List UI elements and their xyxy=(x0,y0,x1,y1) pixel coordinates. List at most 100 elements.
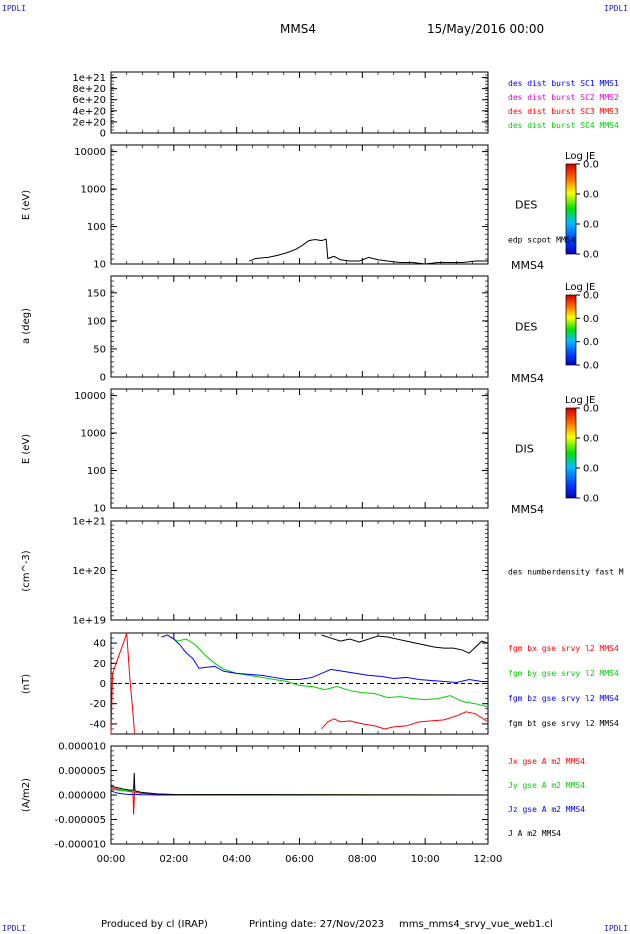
legend-entry: fgm bt gse srvy l2 MMS4 xyxy=(508,719,619,728)
y-tick-label: 50 xyxy=(93,344,106,355)
legend-entry: fgm bx gse srvy l2 MMS4 xyxy=(508,644,619,653)
x-tick-label: 06:00 xyxy=(285,854,314,865)
y-tick-label: 0 xyxy=(100,373,106,384)
y-tick-label: 4e+20 xyxy=(72,106,106,117)
y-tick-label: 0.000010 xyxy=(58,742,106,753)
legend-entry: fgm bz gse srvy l2 MMS4 xyxy=(508,694,619,703)
footer-printing-date: Printing date: 27/Nov/2023 xyxy=(249,919,385,930)
y-tick-label: 6e+20 xyxy=(72,95,106,106)
y-tick-label: 100 xyxy=(87,466,106,477)
series-line xyxy=(110,787,489,815)
y-axis-title: E (eV) xyxy=(21,190,32,220)
corner-label-bottom-right: IPDLI xyxy=(604,924,629,933)
instrument-label: DES xyxy=(515,199,537,212)
date-title: 15/May/2016 00:00 xyxy=(427,22,545,36)
panel-bottom-label: MMS4 xyxy=(511,372,544,385)
y-tick-label: 10 xyxy=(93,260,106,271)
legend-entry: Jx gse A m2 MMS4 xyxy=(508,757,585,766)
colorbar-tick-label: 0.0 xyxy=(583,314,599,325)
colorbar-4 xyxy=(565,407,577,499)
colorbar-tick-label: 0.0 xyxy=(583,434,599,445)
y-tick-label: 20 xyxy=(93,659,106,670)
legend-entry: des dist burst SC4 MMS4 xyxy=(508,121,619,130)
overlay-label: edp scpot MMS4 xyxy=(508,236,576,245)
y-tick-label: 2e+20 xyxy=(72,117,106,128)
series-line xyxy=(110,632,136,735)
colorbar-tick-label: 0.0 xyxy=(583,464,599,475)
legend-entry: des numberdensity fast M xyxy=(508,568,624,577)
series-line xyxy=(321,634,489,654)
legend-entry: des dist burst SC1 MMS1 xyxy=(508,79,619,88)
legend-entry: Jz gse A m2 MMS4 xyxy=(508,805,585,814)
panel-frame-4 xyxy=(110,388,489,509)
x-tick-label: 10:00 xyxy=(411,854,440,865)
y-tick-label: 1000 xyxy=(81,185,106,196)
colorbar-2 xyxy=(565,163,577,255)
panel-bottom-label: MMS4 xyxy=(511,259,544,272)
colorbar-title: Log JE xyxy=(565,151,595,162)
y-axis-title: (cm^-3) xyxy=(21,550,32,591)
series-line xyxy=(321,711,489,730)
colorbar-tick-label: 0.0 xyxy=(583,404,599,415)
y-tick-label: -20 xyxy=(90,699,106,710)
y-tick-label: 100 xyxy=(87,222,106,233)
panel-frame-2 xyxy=(110,144,489,265)
x-tick-label: 08:00 xyxy=(348,854,377,865)
x-tick-label: 02:00 xyxy=(159,854,188,865)
panel-frame-5 xyxy=(110,520,489,621)
x-tick-label: 00:00 xyxy=(97,854,126,865)
y-tick-label: 40 xyxy=(93,639,106,650)
y-tick-label: 1e+20 xyxy=(72,566,106,577)
legend-entry: des dist burst SC3 MMS3 xyxy=(508,107,619,116)
legend-entry: des dist burst SC2 MMS2 xyxy=(508,93,619,102)
y-tick-label: -0.000005 xyxy=(55,815,106,826)
spacecraft-title: MMS4 xyxy=(280,22,316,36)
y-tick-label: 8e+20 xyxy=(72,84,106,95)
colorbar-tick-label: 0.0 xyxy=(583,337,599,348)
scpot-line xyxy=(249,238,488,265)
instrument-label: DES xyxy=(515,321,537,334)
y-axis-title: (A/m2) xyxy=(21,778,32,812)
y-tick-label: 100 xyxy=(87,316,106,327)
y-tick-label: 1e+21 xyxy=(72,517,106,528)
legend-entry: fgm by gse srvy l2 MMS4 xyxy=(508,669,619,678)
footer-filename: mms_mms4_srvy_vue_web1.cl xyxy=(399,919,553,930)
y-axis-title: E (eV) xyxy=(21,434,32,464)
y-tick-label: 0 xyxy=(100,129,106,140)
legend-entry: J A m2 MMS4 xyxy=(508,829,561,838)
colorbar-tick-label: 0.0 xyxy=(583,361,599,372)
y-tick-label: 10000 xyxy=(74,391,106,402)
panel-frame-1 xyxy=(110,71,489,134)
colorbar-tick-label: 0.0 xyxy=(583,190,599,201)
colorbar-title: Log JE xyxy=(565,282,595,293)
corner-label-top-left: IPDLI xyxy=(2,4,27,13)
y-tick-label: 150 xyxy=(87,288,106,299)
y-tick-label: 1e+19 xyxy=(72,616,106,627)
y-tick-label: 1e+21 xyxy=(72,73,106,84)
x-tick-label: 12:00 xyxy=(474,854,503,865)
corner-label-top-right: IPDLI xyxy=(604,4,629,13)
instrument-label: DIS xyxy=(515,443,534,456)
x-tick-label: 04:00 xyxy=(222,854,251,865)
y-tick-label: 0.000005 xyxy=(58,766,106,777)
series-line xyxy=(110,790,488,796)
y-tick-label: -40 xyxy=(90,719,106,730)
panel-bottom-label: MMS4 xyxy=(511,503,544,516)
y-axis-title: (nT) xyxy=(21,674,32,694)
colorbar-tick-label: 0.0 xyxy=(583,494,599,505)
legend-entry: Jy gse A m2 MMS4 xyxy=(508,781,585,790)
footer-producer: Produced by cl (IRAP) xyxy=(101,919,208,930)
y-tick-label: 10 xyxy=(93,504,106,515)
colorbar-tick-label: 0.0 xyxy=(583,220,599,231)
series-line xyxy=(110,772,489,796)
colorbar-tick-label: 0.0 xyxy=(583,160,599,171)
y-tick-label: 0.000000 xyxy=(58,791,106,802)
panel-frame-3 xyxy=(110,275,489,378)
colorbar-tick-label: 0.0 xyxy=(583,291,599,302)
y-tick-label: 10000 xyxy=(74,147,106,158)
colorbar-3 xyxy=(565,294,577,366)
y-axis-title: a (deg) xyxy=(21,308,32,344)
colorbar-title: Log JE xyxy=(565,395,595,406)
colorbar-tick-label: 0.0 xyxy=(583,250,599,261)
